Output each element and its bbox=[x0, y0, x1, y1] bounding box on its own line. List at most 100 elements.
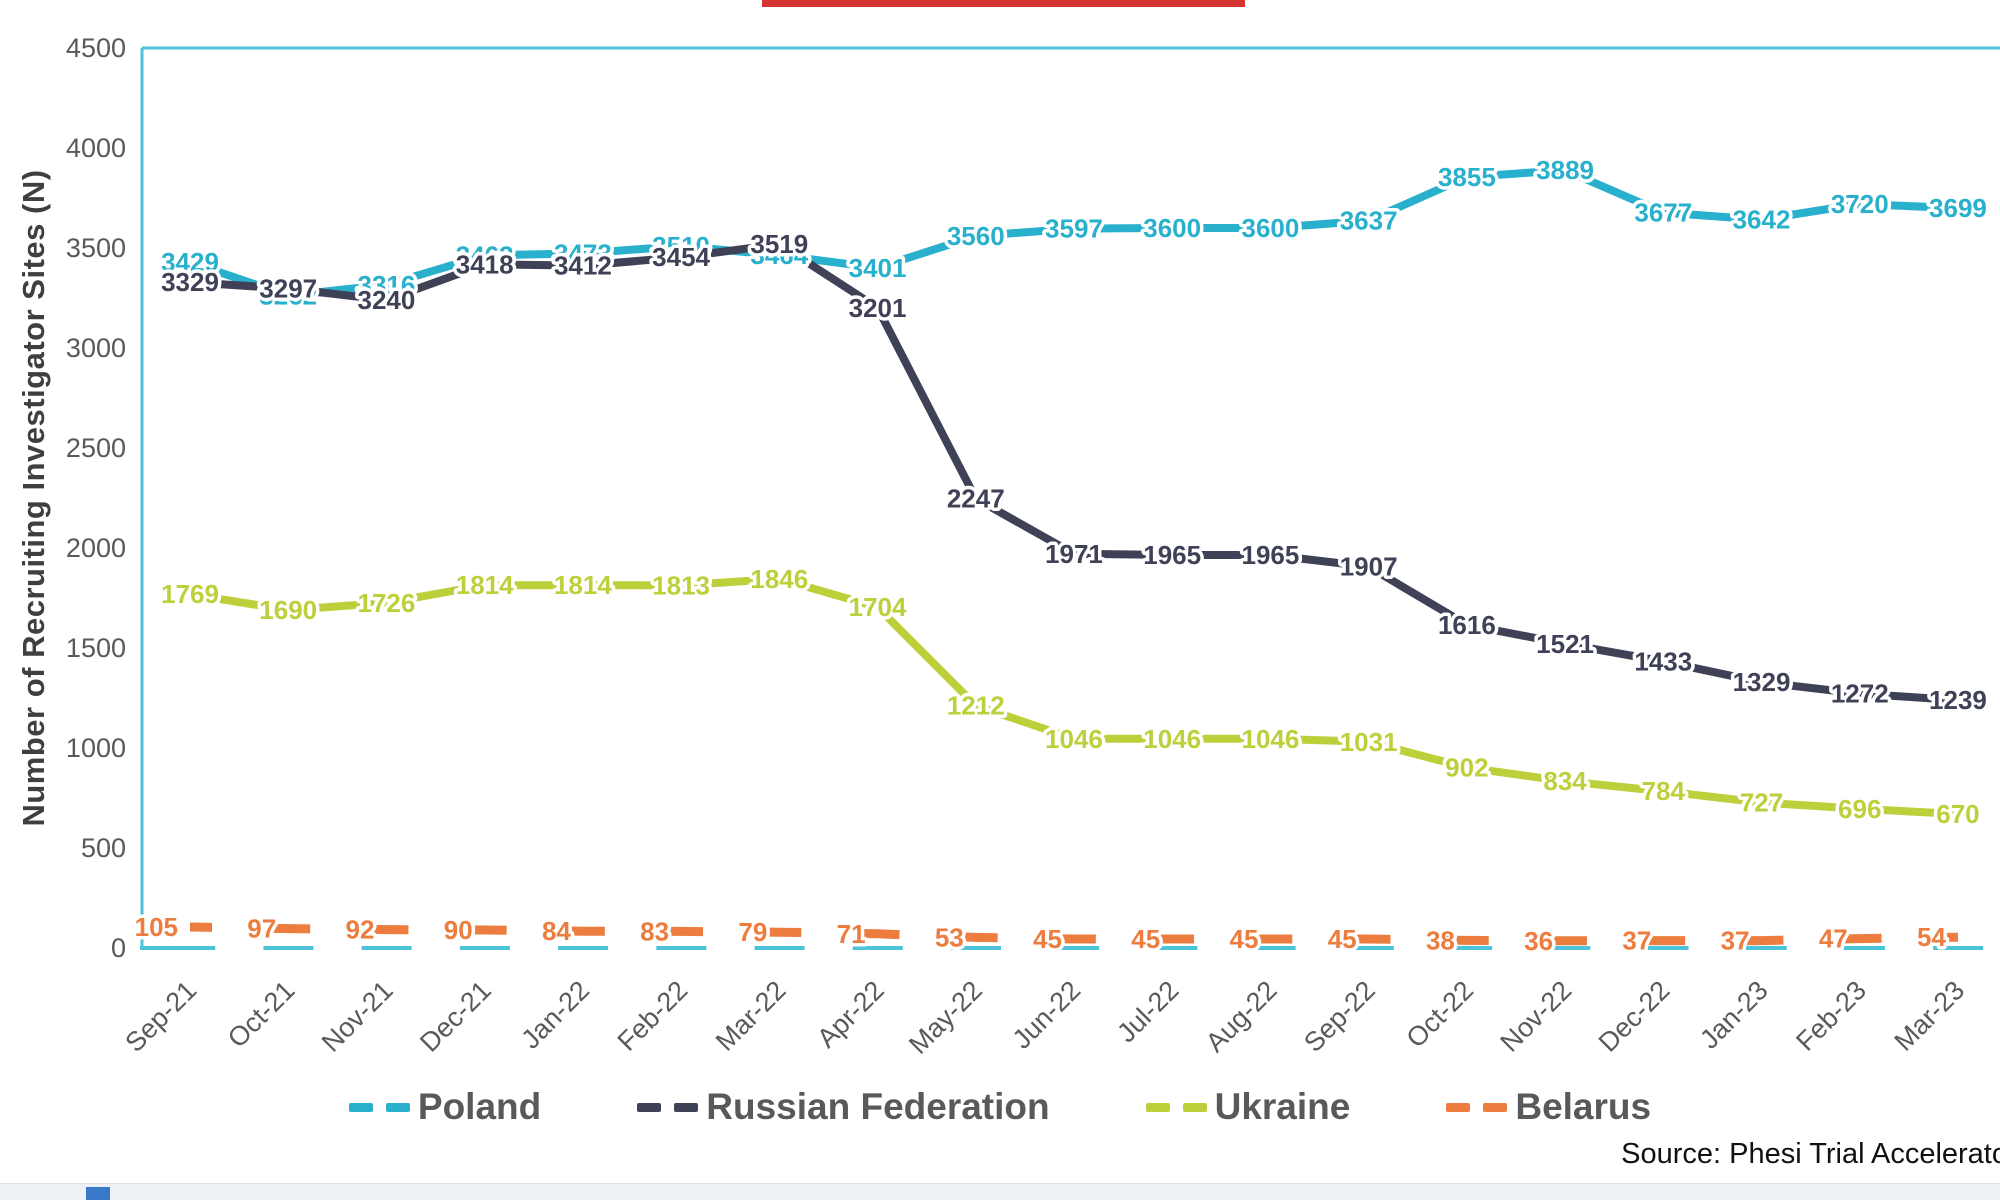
legend-dash bbox=[1182, 1102, 1207, 1112]
data-label-poland: 3560 bbox=[947, 221, 1005, 251]
data-label-poland: 3642 bbox=[1733, 205, 1791, 235]
data-label-ukraine: 1212 bbox=[947, 691, 1005, 721]
y-tick-label: 500 bbox=[81, 833, 126, 863]
data-label-belarus: 45 bbox=[1229, 924, 1258, 954]
legend-dash-icon bbox=[637, 1102, 699, 1112]
y-tick-label: 3500 bbox=[66, 233, 126, 263]
series-line-ukraine bbox=[189, 574, 1959, 818]
data-label-poland: 3473 bbox=[554, 238, 612, 268]
series-line-russian-federation bbox=[189, 240, 1959, 705]
data-label-belarus: 45 bbox=[1328, 924, 1357, 954]
x-tick-label: Apr-22 bbox=[811, 975, 890, 1054]
data-label-russian-federation: 1965 bbox=[1241, 540, 1299, 570]
x-tick-label: Feb-23 bbox=[1790, 975, 1872, 1057]
legend-dash-icon bbox=[1446, 1102, 1508, 1112]
x-tick-label: Sep-21 bbox=[119, 975, 202, 1058]
x-tick-label-group: Mar-22 bbox=[710, 975, 792, 1057]
data-label-ukraine: 1046 bbox=[1143, 724, 1201, 754]
legend-dash bbox=[1145, 1102, 1170, 1112]
x-tick-label: Mar-22 bbox=[710, 975, 792, 1057]
data-label-ukraine: 902 bbox=[1445, 753, 1488, 783]
data-label-belarus: 37 bbox=[1622, 926, 1651, 956]
legend-dash-icon bbox=[348, 1102, 410, 1112]
y-tick-label: 2500 bbox=[66, 433, 126, 463]
x-tick-label-group: Feb-23 bbox=[1790, 975, 1872, 1057]
legend-dash bbox=[348, 1102, 373, 1112]
data-label-ukraine: 1769 bbox=[161, 579, 219, 609]
data-label-belarus: 53 bbox=[935, 922, 964, 952]
x-tick-label-group: Dec-22 bbox=[1593, 975, 1676, 1058]
data-label-russian-federation: 1907 bbox=[1340, 552, 1398, 582]
x-tick-label-group: Oct-22 bbox=[1401, 975, 1480, 1054]
x-tick-label-group: Mar-23 bbox=[1889, 975, 1971, 1057]
data-label-poland: 3855 bbox=[1438, 162, 1496, 192]
data-label-poland: 3600 bbox=[1241, 213, 1299, 243]
data-label-belarus: 92 bbox=[346, 915, 375, 945]
legend-item-ukraine: Ukraine bbox=[1145, 1086, 1350, 1128]
x-tick-label-group: Jan-23 bbox=[1694, 975, 1774, 1055]
data-label-poland: 3597 bbox=[1045, 214, 1103, 244]
source-note: Source: Phesi Trial Accelerato bbox=[1621, 1138, 2000, 1170]
x-tick-label-group: Dec-21 bbox=[414, 975, 497, 1058]
data-label-ukraine: 1813 bbox=[652, 570, 710, 600]
legend-dash bbox=[385, 1102, 410, 1112]
data-label-russian-federation: 1616 bbox=[1438, 610, 1496, 640]
data-label-russian-federation: 3201 bbox=[849, 293, 907, 323]
data-label-poland: 3429 bbox=[161, 247, 219, 277]
data-label-ukraine: 727 bbox=[1740, 788, 1783, 818]
data-label-russian-federation: 3519 bbox=[750, 229, 808, 259]
data-label-poland: 3720 bbox=[1831, 189, 1889, 219]
legend-label: Russian Federation bbox=[706, 1086, 1050, 1127]
data-label-russian-federation: 1272 bbox=[1831, 679, 1889, 709]
x-tick-label-group: Nov-22 bbox=[1495, 975, 1578, 1058]
x-tick-label-group: Nov-21 bbox=[316, 975, 399, 1058]
data-label-poland: 3889 bbox=[1536, 155, 1594, 185]
x-tick-label: May-22 bbox=[903, 975, 988, 1060]
y-tick-label: 3000 bbox=[66, 333, 126, 363]
x-tick-label-group: Oct-21 bbox=[222, 975, 301, 1054]
x-tick-label-group: May-22 bbox=[903, 975, 988, 1060]
bottom-strip bbox=[0, 1183, 2000, 1200]
data-label-belarus: 83 bbox=[640, 916, 669, 946]
data-label-russian-federation: 1433 bbox=[1634, 646, 1692, 676]
data-label-russian-federation: 1971 bbox=[1045, 539, 1103, 569]
x-tick-label-group: Jan-22 bbox=[516, 975, 596, 1055]
data-label-poland: 3464 bbox=[750, 240, 808, 270]
legend-dash bbox=[637, 1102, 662, 1112]
data-label-poland: 3637 bbox=[1340, 206, 1398, 236]
data-label-ukraine: 1031 bbox=[1340, 727, 1398, 757]
data-label-belarus: 84 bbox=[542, 916, 571, 946]
data-label-belarus: 47 bbox=[1819, 924, 1848, 954]
data-label-belarus: 71 bbox=[837, 919, 866, 949]
data-label-russian-federation: 1239 bbox=[1929, 685, 1987, 715]
legend-dash-icon bbox=[1145, 1102, 1207, 1112]
data-label-russian-federation: 1521 bbox=[1536, 629, 1594, 659]
legend-dash bbox=[674, 1102, 699, 1112]
x-tick-label: Nov-22 bbox=[1495, 975, 1578, 1058]
data-label-russian-federation: 2247 bbox=[947, 484, 1005, 514]
cropped-title-remnant bbox=[762, 0, 1245, 7]
data-label-ukraine: 670 bbox=[1936, 799, 1979, 829]
data-label-russian-federation: 3297 bbox=[259, 274, 317, 304]
legend: Poland Russian Federation Ukraine Belarus bbox=[0, 1086, 2000, 1128]
data-label-russian-federation: 3454 bbox=[652, 242, 710, 272]
x-tick-label: Jan-22 bbox=[516, 975, 596, 1055]
data-label-belarus: 97 bbox=[247, 914, 276, 944]
data-label-belarus: 45 bbox=[1131, 924, 1160, 954]
legend-item-russian-federation: Russian Federation bbox=[637, 1086, 1050, 1128]
x-tick-label: Dec-21 bbox=[414, 975, 497, 1058]
data-label-ukraine: 834 bbox=[1543, 766, 1587, 796]
data-label-belarus: 54 bbox=[1917, 922, 1946, 952]
y-tick-label: 2000 bbox=[66, 533, 126, 563]
data-label-russian-federation: 1965 bbox=[1143, 540, 1201, 570]
y-axis-title: Number of Recruiting Investigator Sites … bbox=[16, 169, 51, 827]
y-tick-label: 4000 bbox=[66, 133, 126, 163]
data-label-ukraine: 696 bbox=[1838, 794, 1881, 824]
x-tick-label-group: Apr-22 bbox=[811, 975, 890, 1054]
y-tick-label: 0 bbox=[111, 933, 126, 963]
data-label-poland: 3463 bbox=[456, 240, 514, 270]
y-tick-label: 1500 bbox=[66, 633, 126, 663]
data-label-belarus: 79 bbox=[738, 917, 767, 947]
